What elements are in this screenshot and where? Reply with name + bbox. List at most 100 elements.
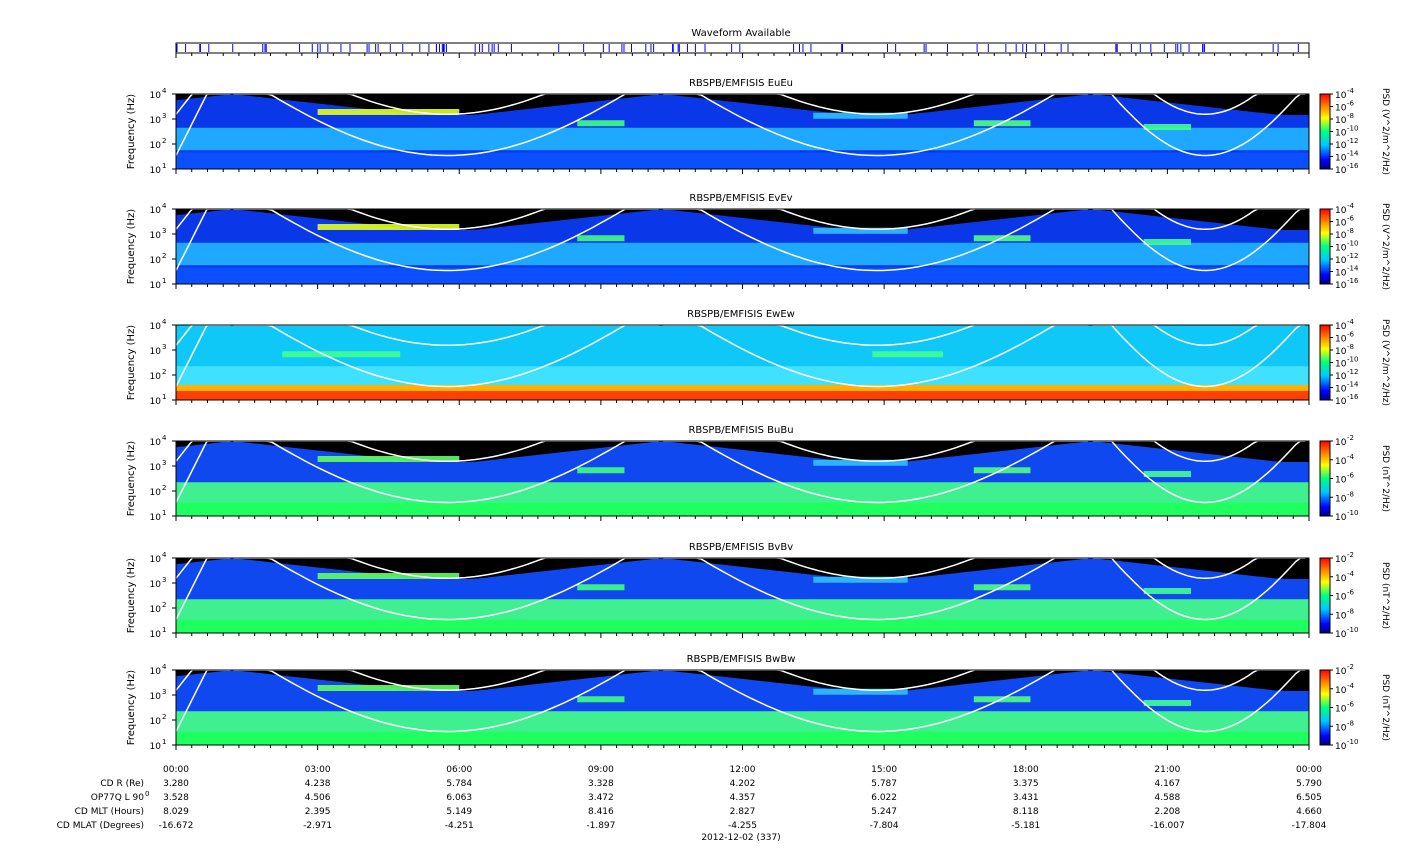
colorbar-tick-exponent: -2 [1347, 551, 1354, 559]
colorbar-tick-exponent: -8 [1347, 343, 1354, 351]
ephemeris-value: 5.790 [1296, 779, 1322, 789]
colorbar-tick-label: 10 [1335, 667, 1347, 677]
waveform-title: Waveform Available [691, 28, 790, 39]
waveform-time-ticks [175, 53, 1310, 58]
colorbar-tick-exponent: -16 [1347, 277, 1359, 285]
colorbar-tick-label: 10 [1335, 457, 1347, 467]
gyrofrequency-curve [1092, 669, 1306, 733]
emission-feature [813, 227, 908, 234]
emission-feature [813, 459, 908, 466]
y-tick-label: 10 [150, 322, 162, 332]
colorbar-tick-label: 10 [1335, 281, 1347, 291]
colorbar-tick-exponent: -4 [1347, 570, 1355, 578]
heatmap-band [176, 391, 1309, 400]
waveform-markers [176, 44, 1299, 52]
ephemeris-value: -2.971 [303, 821, 332, 831]
emission-feature [1143, 239, 1191, 245]
colorbar-tick-exponent: -4 [1347, 453, 1355, 461]
colorbar-label: PSD (V^2/m^2/Hz) [1380, 319, 1390, 406]
emission-feature [577, 584, 625, 591]
ephemeris-value: 4.660 [1296, 807, 1322, 817]
colorbar-tick-exponent: -4 [1347, 682, 1355, 690]
ephemeris-value: -4.255 [728, 821, 757, 831]
colorbar-tick-label: 10 [1335, 397, 1347, 407]
colorbar [1319, 93, 1331, 170]
heatmap-band [176, 502, 1309, 516]
colorbar-tick-exponent: -4 [1347, 318, 1355, 326]
colorbar-tick-exponent: -6 [1347, 331, 1355, 339]
emission-feature [813, 688, 908, 695]
ephemeris-value: 2.395 [305, 807, 331, 817]
y-tick-label: 10 [150, 692, 162, 702]
colorbar-tick-label: 10 [1335, 256, 1347, 266]
gyrofrequency-curve [663, 93, 1089, 157]
gyrofrequency-curve [233, 440, 659, 504]
colorbar-tick-exponent: -2 [1347, 663, 1354, 671]
colorbar-tick-exponent: -12 [1347, 368, 1358, 376]
colorbar-tick-label: 10 [1335, 723, 1347, 733]
y-tick-exponent: 2 [162, 601, 166, 609]
colorbar-tick-label: 10 [1335, 372, 1347, 382]
colorbar-tick-exponent: -6 [1347, 701, 1355, 709]
panel-title: RBSPB/EMFISIS EwEw [687, 309, 795, 320]
colorbar-tick-label: 10 [1335, 231, 1347, 241]
colorbar-tick-label: 10 [1335, 269, 1347, 279]
colorbar-tick-label: 10 [1335, 742, 1347, 752]
y-tick-label: 10 [150, 513, 162, 523]
colorbar-tick-label: 10 [1335, 91, 1347, 101]
y-tick-exponent: 1 [162, 626, 166, 634]
y-tick-label: 10 [150, 231, 162, 241]
y-tick-exponent: 4 [162, 434, 167, 442]
heatmap-band [176, 731, 1309, 745]
colorbar-tick-exponent: -16 [1347, 162, 1359, 170]
ephemeris-row-label: CD R (Re) [100, 779, 144, 789]
ephemeris-label-superscript: 0 [145, 790, 149, 798]
ephemeris-value: 3.528 [163, 793, 189, 803]
y-tick-label: 10 [150, 605, 162, 615]
ephemeris-value: 3.375 [1013, 779, 1039, 789]
y-axis-label: Frequency (Hz) [126, 670, 137, 746]
y-tick-label: 10 [150, 166, 162, 176]
heatmap-band [176, 267, 1309, 284]
y-axis-label: Frequency (Hz) [126, 209, 137, 285]
y-tick-exponent: 2 [162, 137, 166, 145]
colorbar-tick-exponent: -10 [1347, 738, 1358, 746]
colorbar-tick-label: 10 [1335, 206, 1347, 216]
colorbar-label: PSD (V^2/m^2/Hz) [1380, 203, 1390, 290]
colorbar-tick-label: 10 [1335, 154, 1347, 164]
emission-feature [317, 109, 460, 115]
colorbar-tick-label: 10 [1335, 129, 1347, 139]
colorbar-tick-exponent: -10 [1347, 240, 1358, 248]
ephemeris-value: 5.784 [446, 779, 472, 789]
ephemeris-value: 6.505 [1296, 793, 1322, 803]
y-tick-exponent: 3 [162, 343, 166, 351]
emission-feature [577, 467, 625, 474]
gyrofrequency-curve [663, 440, 1089, 504]
gyrofrequency-curve [233, 324, 659, 388]
y-tick-label: 10 [150, 256, 162, 266]
emission-feature [577, 120, 625, 127]
gyrofrequency-curve [233, 208, 659, 272]
ephemeris-value: 8.416 [588, 807, 614, 817]
ephemeris-value: 6.063 [446, 793, 472, 803]
y-tick-exponent: 2 [162, 368, 166, 376]
colorbar [1319, 669, 1331, 746]
heatmap-band [176, 619, 1309, 633]
colorbar-tick-label: 10 [1335, 611, 1347, 621]
y-tick-label: 10 [150, 91, 162, 101]
colorbar-tick-exponent: -12 [1347, 252, 1358, 260]
colorbar-tick-exponent: -8 [1347, 227, 1354, 235]
colorbar-label: PSD (nT^2/Hz) [1380, 445, 1390, 512]
colorbar-tick-label: 10 [1335, 244, 1347, 254]
panel-title: RBSPB/EMFISIS BwBw [687, 654, 796, 665]
ephemeris-value: 5.787 [871, 779, 897, 789]
y-tick-exponent: 3 [162, 112, 166, 120]
colorbar-tick-exponent: -6 [1347, 589, 1355, 597]
colorbar-tick-exponent: -8 [1347, 490, 1354, 498]
ephemeris-row-label: CD MLT (Hours) [75, 807, 144, 817]
y-tick-label: 10 [150, 463, 162, 473]
date-label: 2012-12-02 (337) [701, 833, 780, 843]
